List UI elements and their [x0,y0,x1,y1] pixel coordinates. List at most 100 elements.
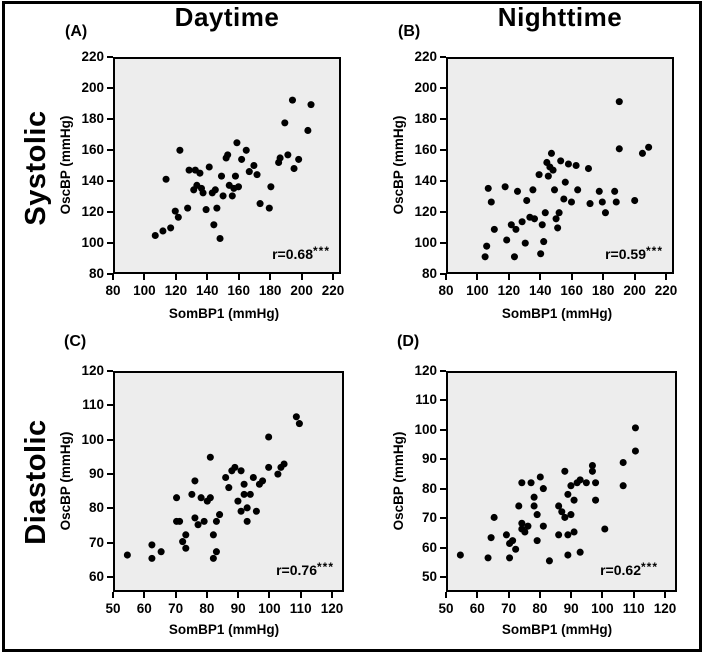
data-point [197,494,205,502]
data-point [530,502,538,510]
data-point [216,511,224,519]
y-tick-mark [440,118,446,120]
panel-letter: (D) [397,333,420,350]
y-tick-label: 120 [81,204,104,219]
y-tick-label: 120 [414,204,437,219]
x-tick-label: 60 [469,601,485,616]
y-tick-mark [107,576,113,578]
column-header-nighttime: Nighttime [497,2,623,32]
y-tick-label: 80 [421,266,437,281]
data-point [570,528,578,536]
y-tick-label: 140 [81,173,104,188]
data-point [265,463,273,471]
data-point [619,459,627,467]
data-point [544,172,552,180]
data-point [557,157,565,165]
y-tick-mark [107,541,113,544]
y-tick-mark [440,428,446,431]
y-tick-label: 120 [81,363,104,378]
x-tick-label: 110 [622,601,645,616]
row-header-diastolic: Diastolic [20,419,52,545]
y-tick-label: 220 [81,49,104,64]
data-point [545,557,553,565]
x-tick-label: 180 [591,283,615,298]
x-axis-title: SomBP1 (mmHg) [501,306,613,321]
x-tick-label: 120 [653,601,677,616]
data-point [549,166,557,174]
data-point [507,221,515,229]
x-tick-mark [269,274,272,280]
data-point [290,165,298,173]
data-point [564,551,572,559]
y-tick-label: 70 [421,510,437,526]
data-point [518,479,526,487]
x-tick-label: 100 [133,283,156,298]
y-axis-title: OscBP (mmHg) [58,115,73,215]
data-point [304,126,312,134]
correlation-value: r=0.68 [272,246,313,262]
data-point [576,548,584,556]
x-tick-mark [143,592,146,598]
data-point [240,490,248,498]
x-tick-mark [445,592,447,598]
data-point [574,186,582,194]
data-point [560,195,568,203]
x-tick-mark [331,592,333,598]
y-tick-label: 90 [421,451,437,467]
x-tick-label: 90 [563,601,579,616]
data-point [188,490,196,498]
data-point [582,479,590,487]
column-header-daytime: Daytime [174,2,280,32]
y-tick-mark [107,473,113,475]
y-tick-mark [107,404,113,407]
y-tick-label: 80 [88,266,104,281]
scatter-panel-d: (D) r=0.62*** OscBP (mmHg) SomBP1 (mmHg)… [391,333,677,637]
plot-area: r=0.68*** [113,57,341,274]
correlation-value: r=0.62 [600,562,641,578]
x-tick-label: 80 [105,283,121,298]
data-point [555,502,563,510]
data-point [484,554,492,562]
y-tick-mark [440,149,446,151]
data-point [212,517,220,525]
x-tick-mark [112,274,114,280]
data-point [535,171,543,179]
y-tick-label: 200 [414,80,437,95]
data-point [259,477,267,485]
data-point [487,534,495,542]
data-point [518,218,526,226]
data-point [527,479,535,487]
significance-stars: *** [312,244,330,258]
y-tick-label: 60 [88,569,104,584]
data-point [167,224,175,232]
x-tick-mark [633,274,636,280]
x-tick-label: 220 [321,283,345,298]
data-point [538,221,546,229]
x-tick-mark [539,274,542,280]
data-point [584,165,592,173]
correlation-label: r=0.62*** [600,560,658,578]
data-point [231,463,239,471]
data-point [206,494,214,502]
y-axis-title: OscBP (mmHg) [391,115,406,215]
data-point [612,198,620,206]
data-point [490,225,498,233]
data-point [288,96,297,104]
data-point [242,146,250,154]
data-point [148,554,156,562]
x-tick-label: 220 [654,283,678,298]
x-tick-label: 90 [230,601,246,616]
data-point [179,538,187,546]
correlation-label: r=0.76*** [276,560,334,578]
data-point [191,477,199,485]
x-axis-title: SomBP1 (mmHg) [501,622,613,637]
y-tick-mark [107,56,113,58]
y-tick-mark [440,458,446,461]
x-tick-mark [664,592,666,598]
x-tick-mark [570,592,573,598]
x-tick-label: 110 [289,601,312,616]
data-point [212,548,220,556]
data-point [512,545,520,553]
data-point [530,493,538,501]
y-tick-label: 140 [414,173,437,188]
